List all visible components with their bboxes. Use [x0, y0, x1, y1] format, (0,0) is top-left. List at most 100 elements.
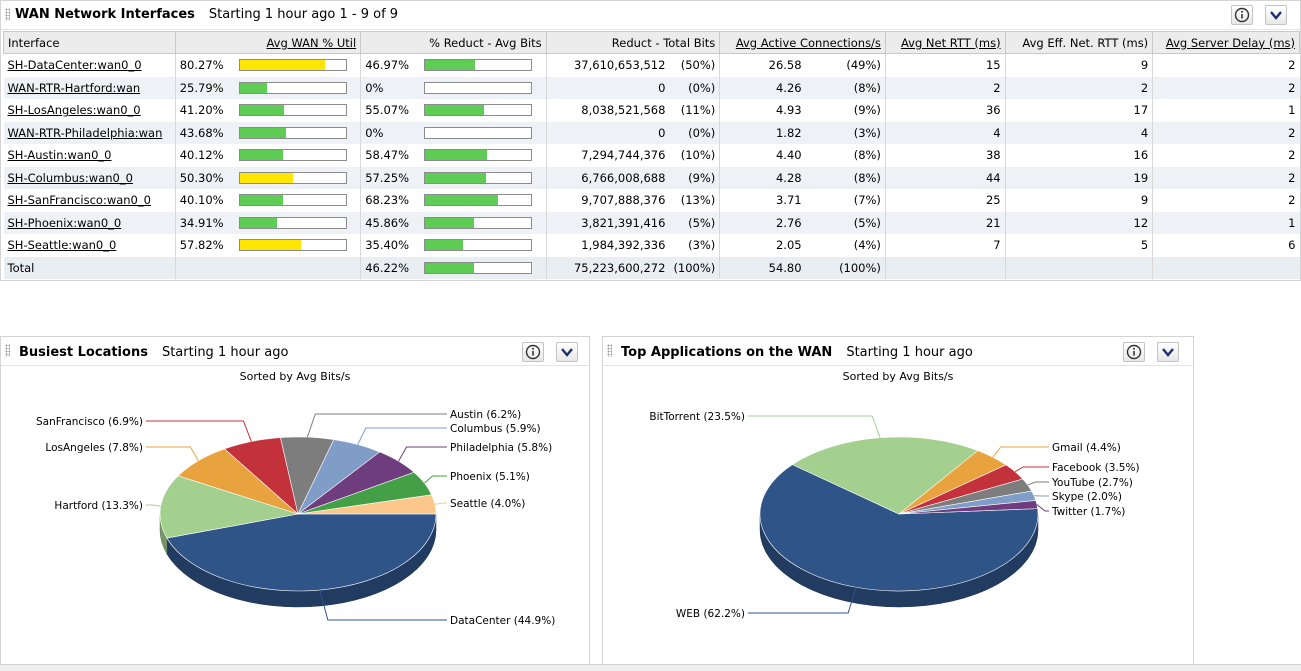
interface-link[interactable]: SH-DataCenter:wan0_0: [8, 58, 142, 72]
eff-rtt: 17: [1005, 99, 1153, 122]
col-header-interface[interactable]: Interface: [4, 32, 176, 54]
bar-fill: [425, 218, 474, 228]
interface-link[interactable]: SH-Columbus:wan0_0: [8, 171, 133, 185]
connections-pct: (4%): [806, 234, 886, 257]
col-header-server-delay[interactable]: Avg Server Delay (ms): [1166, 36, 1295, 50]
reduct-value: 55.07%: [361, 99, 421, 122]
col-header-net-rtt[interactable]: Avg Net RTT (ms): [901, 36, 1001, 50]
drag-handle-icon[interactable]: [5, 344, 10, 357]
bar-fill: [425, 195, 497, 205]
connections: 54.80: [720, 257, 806, 280]
util-bar: [235, 234, 361, 257]
util-bar: [235, 99, 361, 122]
total-bits: 3,821,391,416: [546, 212, 669, 235]
connections: 2.76: [720, 212, 806, 235]
info-icon: [1124, 343, 1144, 361]
interface-link[interactable]: SH-Phoenix:wan0_0: [8, 216, 122, 230]
bar-fill: [425, 263, 474, 273]
server-delay: 1: [1153, 99, 1300, 122]
menu-dropdown-button[interactable]: [556, 342, 578, 362]
bar-fill: [240, 105, 284, 115]
col-header-reduct-total[interactable]: Reduct - Total Bits: [546, 32, 720, 54]
util-bar: [235, 189, 361, 212]
menu-dropdown-button[interactable]: [1265, 5, 1287, 25]
total-bits: 9,707,888,376: [546, 189, 669, 212]
bar-track: [424, 104, 532, 116]
interface-link[interactable]: WAN-RTR-Hartford:wan: [8, 81, 141, 95]
drag-handle-icon[interactable]: [5, 8, 10, 21]
panel-subtitle: Starting 1 hour ago 1 - 9 of 9: [209, 7, 398, 22]
info-icon: [1232, 6, 1252, 24]
bar-track: [424, 194, 532, 206]
bar-track: [424, 59, 532, 71]
connections: 4.26: [720, 77, 806, 100]
interface-link[interactable]: SH-Seattle:wan0_0: [8, 238, 117, 252]
util-value: 34.91%: [175, 212, 235, 235]
eff-rtt: 12: [1005, 212, 1153, 235]
bar-track: [424, 127, 532, 139]
info-button[interactable]: [522, 342, 544, 362]
util-value: 80.27%: [175, 54, 235, 77]
connections-pct: (7%): [806, 189, 886, 212]
reduct-bar: [420, 189, 546, 212]
total-bits-pct: (13%): [669, 189, 719, 212]
util-bar: [235, 212, 361, 235]
total-bits-pct: (11%): [669, 99, 719, 122]
eff-rtt: 4: [1005, 122, 1153, 145]
interface-link[interactable]: SH-Austin:wan0_0: [8, 148, 112, 162]
col-header-wan-util[interactable]: Avg WAN % Util: [266, 36, 356, 50]
total-label: Total: [4, 257, 176, 280]
bar-track: [239, 239, 347, 251]
server-delay: 2: [1153, 77, 1300, 100]
util-bar: [235, 144, 361, 167]
bar-track: [424, 217, 532, 229]
connections: 4.28: [720, 167, 806, 190]
info-button[interactable]: [1123, 342, 1145, 362]
bar-fill: [425, 60, 475, 70]
total-bits-pct: (9%): [669, 167, 719, 190]
eff-rtt: 9: [1005, 54, 1153, 77]
connections: 1.82: [720, 122, 806, 145]
col-header-eff-rtt[interactable]: Avg Eff. Net. RTT (ms): [1005, 32, 1153, 54]
info-icon: [523, 343, 543, 361]
reduct-value: 0%: [361, 122, 421, 145]
col-header-connections[interactable]: Avg Active Connections/s: [736, 36, 881, 50]
connections: 26.58: [720, 54, 806, 77]
util-bar: [235, 54, 361, 77]
connections-pct: (100%): [806, 257, 886, 280]
eff-rtt: 9: [1005, 189, 1153, 212]
info-button[interactable]: [1231, 5, 1253, 25]
bar-track: [239, 194, 347, 206]
col-header-reduct-bits[interactable]: % Reduct - Avg Bits: [361, 32, 546, 54]
bar-fill: [425, 240, 463, 250]
reduct-bar: [420, 167, 546, 190]
interface-link[interactable]: SH-LosAngeles:wan0_0: [8, 103, 141, 117]
menu-dropdown-button[interactable]: [1157, 342, 1179, 362]
reduct-bar: [420, 257, 546, 280]
table-header-row: Interface Avg WAN % Util % Reduct - Avg …: [4, 32, 1300, 54]
connections-pct: (8%): [806, 167, 886, 190]
total-bits: 6,766,008,688: [546, 167, 669, 190]
chevron-down-icon: [1266, 6, 1286, 24]
server-delay: 2: [1153, 167, 1300, 190]
reduct-bar: [420, 77, 546, 100]
server-delay: 2: [1153, 189, 1300, 212]
interface-link[interactable]: SH-SanFrancisco:wan0_0: [8, 193, 151, 207]
util-value: 50.30%: [175, 167, 235, 190]
eff-rtt: 5: [1005, 234, 1153, 257]
connections-pct: (3%): [806, 122, 886, 145]
bar-track: [239, 59, 347, 71]
drag-handle-icon[interactable]: [607, 344, 612, 357]
reduct-bar: [420, 234, 546, 257]
bar-fill: [425, 173, 486, 183]
util-value: 43.68%: [175, 122, 235, 145]
interface-link[interactable]: WAN-RTR-Philadelphia:wan: [8, 126, 163, 140]
bar-fill: [240, 60, 325, 70]
panel-subtitle: Starting 1 hour ago: [846, 345, 972, 360]
connections: 4.93: [720, 99, 806, 122]
